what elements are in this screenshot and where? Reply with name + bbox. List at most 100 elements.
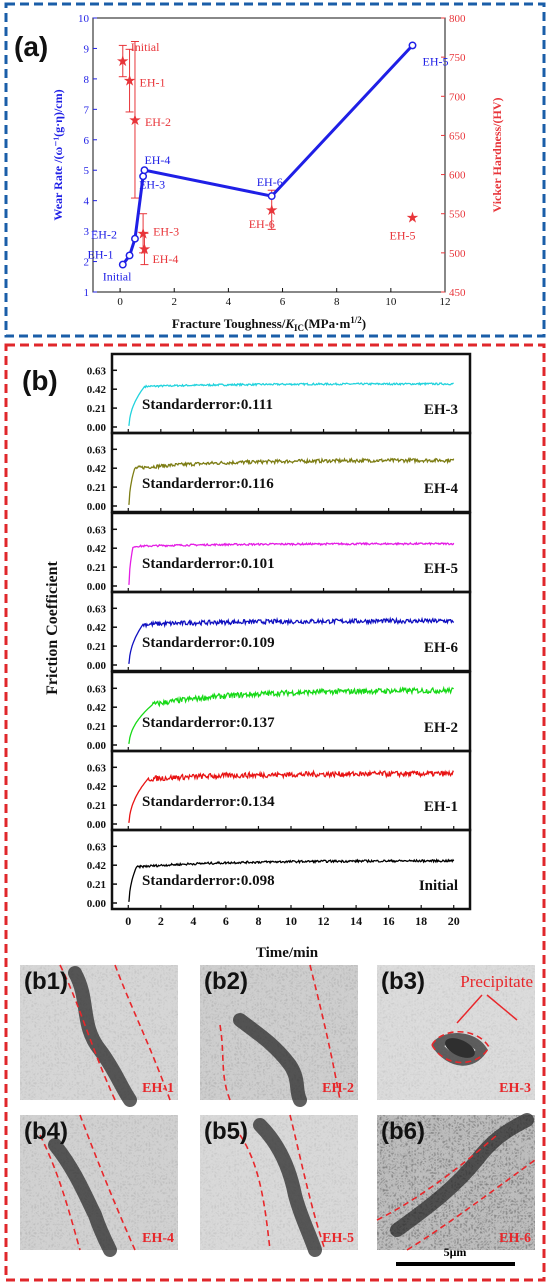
y-tick-label: 0.21 <box>87 800 106 812</box>
friction-trace <box>128 769 455 823</box>
region-outline <box>239 1134 271 1251</box>
micrograph-eh-5: (b5) EH-5 <box>200 1114 358 1257</box>
micrograph-eh-6: (b6) EH-6 <box>376 1113 536 1251</box>
y-tick-label: 0.63 <box>87 762 107 774</box>
panel-b: (b) 0.00 0.21 0.42 0.63 Standarderror:0.111 E… <box>4 343 546 1282</box>
hardness-point: ★ <box>406 211 419 227</box>
y-tick-label: 0.42 <box>87 384 107 396</box>
micrograph-tag: (b2) <box>204 968 248 995</box>
subplot-eh-3: 0.00 0.21 0.42 0.63 Standarderror:0.111 EH-3 <box>87 352 472 435</box>
standard-error-label: Standarderror:0.116 <box>142 476 274 492</box>
friction-trace <box>128 381 454 426</box>
region-outline <box>289 1114 326 1251</box>
subplot-frame <box>110 590 472 673</box>
micrograph-crack <box>68 966 137 1107</box>
micrograph-speckle <box>200 965 358 1100</box>
micrograph-crack <box>390 1113 534 1237</box>
micrograph-tag: (b6) <box>381 1118 425 1145</box>
wear-rate-point <box>140 166 149 175</box>
y-left-tick-label: 6 <box>84 135 90 147</box>
y-tick-label: 0.00 <box>87 898 107 910</box>
standard-error-label: Standarderror:0.109 <box>142 635 275 651</box>
micrograph-sample-label: EH-3 <box>499 1081 531 1096</box>
y-left-tick-label: 4 <box>84 196 90 208</box>
x-tick-label: 0 <box>117 296 123 308</box>
y-right-tick-label: 650 <box>449 130 466 142</box>
region-outline <box>59 964 116 1101</box>
x-tick-label: 14 <box>350 914 362 928</box>
hardness-point-label: EH-5 <box>390 229 416 243</box>
micrograph-crack <box>48 1138 117 1257</box>
y-left-tick-label: 2 <box>84 257 90 269</box>
y-right-tick-label: 550 <box>449 209 466 221</box>
wear-rate-point-label: Initial <box>103 270 132 284</box>
y-tick-label: 0.42 <box>87 543 107 555</box>
hardness-point-label: EH-6 <box>249 217 275 231</box>
subplot-frame <box>110 431 472 514</box>
region-outline <box>79 1114 136 1251</box>
y-tick-label: 0.63 <box>87 365 107 377</box>
panel-a-y-left-label: Wear Rate /(ω⁻¹(g·η)/cm) <box>51 89 65 220</box>
panel-b-x-axis: 0 2 4 6 8 10 12 14 16 18 20 <box>125 914 459 928</box>
y-tick-label: 0.00 <box>87 581 107 593</box>
region-outline <box>114 964 171 1101</box>
panel-b-x-label: Time/min <box>256 945 319 961</box>
y-right-tick-label: 700 <box>449 91 466 103</box>
friction-trace <box>128 457 455 505</box>
y-tick-label: 0.00 <box>87 740 107 752</box>
subplot-eh-4: 0.00 0.21 0.42 0.63 Standarderror:0.116 EH-4 <box>87 431 472 514</box>
precipitate-arrow <box>456 994 483 1024</box>
x-tick-label: 2 <box>171 296 177 308</box>
y-tick-label: 0.00 <box>87 660 107 672</box>
standard-error-label: Standarderror:0.134 <box>142 794 275 810</box>
y-tick-label: 0.42 <box>87 463 107 475</box>
panel-a-y-left-axis: 1 2 3 4 5 6 7 8 9 10 <box>78 13 97 299</box>
x-tick-label: 6 <box>280 296 286 308</box>
hardness-point-label: EH-4 <box>152 252 178 266</box>
precipitate-particle <box>445 1038 475 1058</box>
x-tick-label: 0 <box>125 914 131 928</box>
micrograph-crack <box>253 1118 322 1257</box>
subplot-initial: 0.00 0.21 0.42 0.63 Standarderror:0.098 Initi… <box>87 828 472 911</box>
micrograph-sample-label: EH-5 <box>322 1231 354 1246</box>
x-tick-label: 16 <box>383 914 395 928</box>
y-right-tick-label: 600 <box>449 170 466 182</box>
region-outline <box>309 964 341 1101</box>
subplot-frame <box>110 352 472 435</box>
micrograph-sample-label: EH-4 <box>142 1231 174 1246</box>
series-name-label: EH-6 <box>424 640 459 656</box>
y-right-tick-label: 800 <box>449 13 466 25</box>
friction-trace <box>128 541 455 585</box>
micrograph-sample-label: EH-1 <box>142 1081 174 1096</box>
micrograph-crack <box>233 1013 307 1107</box>
y-left-tick-label: 7 <box>84 104 90 116</box>
panel-b-frame <box>4 343 546 1282</box>
hardness-point: ★ <box>265 203 278 219</box>
micrograph-tag: (b3) <box>381 968 425 995</box>
wear-rate-point <box>118 260 127 269</box>
x-tick-label: 12 <box>440 296 451 308</box>
y-tick-label: 0.21 <box>87 403 106 415</box>
series-name-label: Initial <box>419 878 458 894</box>
y-tick-label: 0.42 <box>87 702 107 714</box>
micrograph-sample-label: EH-2 <box>322 1081 354 1096</box>
y-right-tick-label: 750 <box>449 52 466 64</box>
panel-a-frame <box>4 2 546 338</box>
hardness-point: ★ <box>138 242 151 258</box>
region-outline <box>406 1159 536 1251</box>
micrograph-speckle <box>377 965 535 1100</box>
panel-b-y-label: Friction Coefficient <box>44 560 61 694</box>
hardness-point-label: EH-1 <box>140 76 166 90</box>
series-name-label: EH-3 <box>424 402 458 418</box>
precipitate-arrow <box>486 994 518 1021</box>
subplot-frame <box>110 749 472 832</box>
y-tick-label: 0.42 <box>87 781 107 793</box>
y-left-tick-label: 3 <box>84 226 90 238</box>
wear-rate-point-label: EH-4 <box>144 153 170 167</box>
x-tick-label: 6 <box>223 914 229 928</box>
hardness-point: ★ <box>136 226 149 242</box>
hardness-point-label: EH-3 <box>153 224 179 238</box>
y-tick-label: 0.21 <box>87 879 106 891</box>
y-tick-label: 0.63 <box>87 524 107 536</box>
y-tick-label: 0.21 <box>87 721 106 733</box>
